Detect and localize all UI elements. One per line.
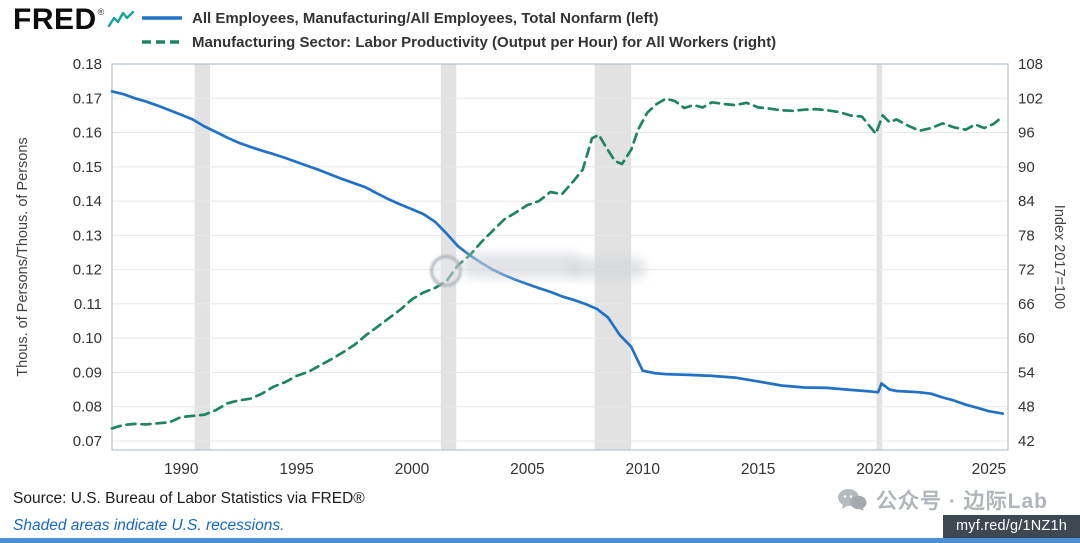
watermark-text: 公众号 · 边际Lab: [876, 490, 1048, 513]
legend-label: Manufacturing Sector: Labor Productivity…: [192, 33, 777, 51]
x-tick-label: 2015: [741, 461, 775, 478]
blurred-watermark-circle: [430, 255, 462, 287]
y-left-tick-label: 0.16: [73, 125, 102, 142]
y-right-tick-label: 78: [1018, 227, 1035, 244]
blurred-watermark-blob: [568, 258, 646, 279]
recession-band: [594, 64, 632, 450]
x-tick-label: 2000: [395, 461, 430, 478]
y-left-tick-label: 0.09: [73, 364, 102, 381]
recession-band: [194, 64, 211, 450]
y-right-tick-label: 96: [1018, 125, 1035, 142]
y-right-tick-label: 48: [1018, 399, 1035, 416]
recession-note: Shaded areas indicate U.S. recessions.: [13, 517, 285, 534]
y-left-tick-label: 0.07: [73, 433, 102, 450]
y-right-tick-label: 54: [1018, 364, 1035, 381]
y-left-tick-label: 0.11: [74, 296, 102, 313]
y-left-tick-label: 0.13: [73, 227, 102, 244]
chart-area: 0.07 0.08 0.09 0.10 0.11 0.12 0.13 0.14 0.15 0.16…: [0, 56, 1080, 490]
blurred-watermark-blob: [462, 253, 580, 278]
y-right-tick-label: 102: [1018, 90, 1043, 107]
left-axis-title: Thous. of Persons/Thous. of Persons: [15, 137, 31, 376]
chart-legend: All Employees, Manufacturing/All Employe…: [142, 8, 776, 52]
fred-logo: FRED ®: [13, 5, 135, 35]
x-tick-label: 1990: [164, 461, 199, 478]
y-left-tick-label: 0.14: [73, 193, 102, 210]
y-right-tick-label: 42: [1018, 433, 1035, 450]
y-right-tick-label: 60: [1018, 330, 1035, 347]
series-line-solid: [110, 90, 1005, 415]
chart-footer: Source: U.S. Bureau of Labor Statistics …: [0, 480, 1080, 543]
series-line-dashed: [110, 97, 1005, 430]
y-right-tick-label: 108: [1018, 56, 1043, 73]
x-tick-label: 1995: [279, 461, 313, 478]
x-tick-label: 2005: [510, 461, 544, 478]
watermark: 公众号 · 边际Lab: [837, 485, 1048, 515]
y-left-tick-label: 0.10: [73, 330, 102, 347]
plot-border: [111, 63, 1009, 451]
shortlink-badge: myf.red/g/1NZ1h: [943, 515, 1080, 538]
legend-label: All Employees, Manufacturing/All Employe…: [192, 9, 659, 27]
x-tick-label: 2010: [625, 461, 660, 478]
source-text: Source: U.S. Bureau of Labor Statistics …: [13, 490, 365, 507]
legend-line-sample-solid: [142, 16, 182, 20]
x-tick-label: 2020: [856, 461, 891, 478]
wechat-icon: [838, 489, 867, 511]
right-axis-title: Index 2017=100: [1051, 205, 1067, 309]
y-right-tick-label: 90: [1018, 159, 1035, 176]
x-tick-label: 2025: [972, 461, 1006, 478]
registered-mark: ®: [97, 7, 105, 17]
recession-band: [876, 64, 883, 450]
y-left-tick-label: 0.17: [73, 90, 102, 107]
legend-item-labor-productivity: Manufacturing Sector: Labor Productivity…: [142, 32, 776, 52]
y-left-tick-label: 0.12: [73, 262, 102, 279]
y-left-tick-label: 0.18: [73, 56, 102, 73]
legend-line-sample-dashed: [142, 40, 182, 44]
bottom-accent-bar: [0, 538, 1080, 543]
legend-item-employment-share: All Employees, Manufacturing/All Employe…: [142, 8, 776, 28]
y-right-tick-label: 72: [1018, 262, 1035, 279]
y-left-tick-label: 0.08: [73, 399, 102, 416]
fred-logo-text: FRED: [13, 3, 97, 36]
y-right-tick-label: 66: [1018, 296, 1035, 313]
fred-logo-chart-icon: [108, 10, 135, 28]
y-left-tick-label: 0.15: [73, 159, 102, 176]
y-right-tick-label: 84: [1018, 193, 1035, 210]
chart-plot: 0.07 0.08 0.09 0.10 0.11 0.12 0.13 0.14 0.15 0.16…: [15, 56, 1067, 478]
chart-header: FRED ® All Employees, Manufacturing/All …: [0, 0, 1080, 56]
